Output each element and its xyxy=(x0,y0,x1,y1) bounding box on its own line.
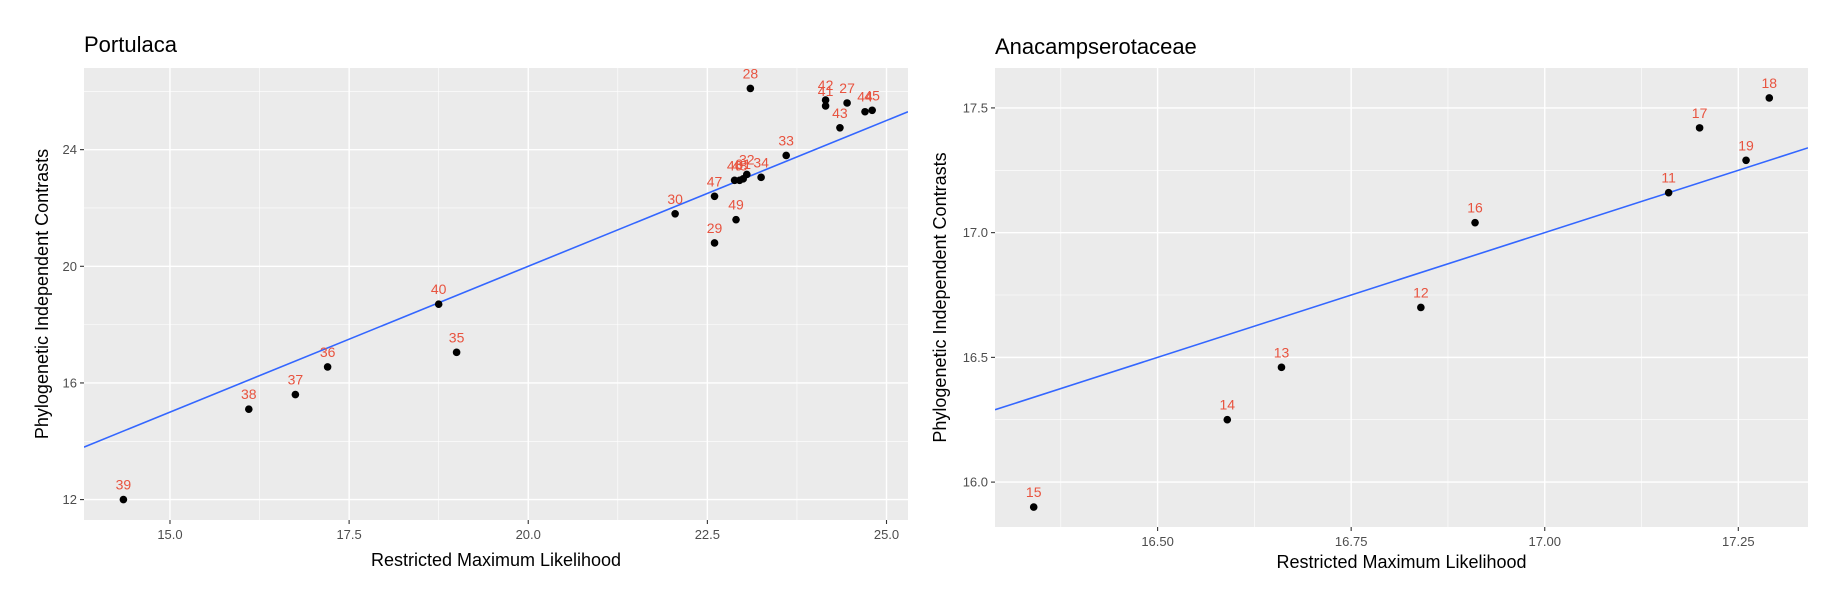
data-point-44 xyxy=(861,107,869,116)
y-axis-title: Phylogenetic Independent Contrasts xyxy=(930,152,950,442)
point-label-34: 34 xyxy=(753,154,769,170)
plot-marks xyxy=(84,84,908,504)
y-axis-title: Phylogenetic Independent Contrasts xyxy=(32,149,52,439)
y-tick-label: 12 xyxy=(63,492,77,507)
point-label-13: 13 xyxy=(1274,344,1290,360)
data-point-30 xyxy=(671,210,679,218)
point-label-40: 40 xyxy=(431,281,447,297)
data-point-12 xyxy=(1417,303,1425,312)
point-label-33: 33 xyxy=(778,132,794,148)
data-point-35 xyxy=(452,348,461,357)
x-tick-label: 15.0 xyxy=(157,527,182,542)
y-tick-label: 20 xyxy=(63,259,77,274)
data-point-28 xyxy=(746,84,755,93)
point-label-18: 18 xyxy=(1761,75,1777,91)
data-point-14 xyxy=(1223,415,1232,424)
data-point-32 xyxy=(742,170,751,179)
x-tick-label: 17.5 xyxy=(336,527,361,542)
point-label-27: 27 xyxy=(839,80,855,96)
x-tick-label: 16.50 xyxy=(1141,534,1174,549)
data-point-11 xyxy=(1664,188,1673,197)
point-label-48: 48 xyxy=(732,157,748,173)
gridlines xyxy=(84,68,908,520)
x-tick-label: 22.5 xyxy=(695,527,720,542)
x-tick-label: 20.0 xyxy=(516,527,541,542)
x-axis-title: Restricted Maximum Likelihood xyxy=(1276,552,1526,572)
point-label-17: 17 xyxy=(1692,105,1708,121)
point-label-14: 14 xyxy=(1219,397,1235,413)
data-point-38 xyxy=(245,405,253,413)
point-label-44: 44 xyxy=(857,89,873,105)
y-tick-label: 24 xyxy=(63,142,77,157)
data-point-49 xyxy=(732,215,740,224)
panel-anacampserotaceae: 16.50 16.75 17.00 17.25 16.0 16.5 17.0 17.5 Anac… xyxy=(930,34,1808,572)
point-label-39: 39 xyxy=(116,477,132,493)
panel-portulaca: 15.0 17.5 20.0 22.5 25.0 12 16 20 24 Portulaca Res… xyxy=(32,32,908,570)
point-label-37: 37 xyxy=(288,372,304,388)
fit-line xyxy=(84,111,908,448)
data-point-45 xyxy=(868,106,876,115)
data-point-34 xyxy=(757,173,765,182)
point-label-35: 35 xyxy=(449,329,465,345)
y-tick-label: 17.0 xyxy=(963,225,988,240)
chart-title: Portulaca xyxy=(84,32,178,57)
fit-line xyxy=(995,147,1808,411)
plot-panel xyxy=(995,68,1808,527)
gridlines xyxy=(995,68,1808,527)
point-label-15: 15 xyxy=(1026,484,1042,500)
data-point-29 xyxy=(710,239,719,247)
data-point-16 xyxy=(1471,218,1479,227)
point-label-43: 43 xyxy=(832,105,848,121)
point-label-41: 41 xyxy=(818,83,834,99)
data-point-13 xyxy=(1277,363,1286,372)
data-point-41 xyxy=(821,102,830,110)
data-point-36 xyxy=(323,363,332,371)
data-point-27 xyxy=(843,99,851,107)
plot-panel xyxy=(84,68,908,520)
point-label-31: 31 xyxy=(735,156,751,172)
chart-title: Anacampserotaceae xyxy=(995,34,1197,59)
data-point-40 xyxy=(434,300,443,309)
axes: 15.0 17.5 20.0 22.5 25.0 12 16 20 24 xyxy=(63,142,900,542)
point-label-47: 47 xyxy=(707,173,723,189)
point-label-49: 49 xyxy=(728,197,744,213)
data-point-43 xyxy=(836,123,844,132)
y-tick-label: 16 xyxy=(63,375,77,390)
point-label-42: 42 xyxy=(818,77,834,93)
point-label-36: 36 xyxy=(320,344,336,360)
point-label-12: 12 xyxy=(1413,284,1429,300)
x-tick-label: 17.25 xyxy=(1722,534,1755,549)
x-tick-label: 16.75 xyxy=(1335,534,1368,549)
point-label-16: 16 xyxy=(1467,200,1483,216)
y-tick-label: 17.5 xyxy=(963,100,988,115)
y-tick-label: 16.5 xyxy=(963,350,988,365)
x-tick-label: 25.0 xyxy=(874,527,899,542)
data-point-18 xyxy=(1765,94,1774,102)
x-tick-label: 17.00 xyxy=(1528,534,1561,549)
data-point-19 xyxy=(1742,156,1750,165)
data-point-39 xyxy=(119,495,128,504)
point-label-11: 11 xyxy=(1661,170,1676,186)
point-label-45: 45 xyxy=(864,87,880,103)
x-axis-title: Restricted Maximum Likelihood xyxy=(371,550,621,570)
data-point-47 xyxy=(710,192,719,201)
plot-marks xyxy=(995,94,1808,511)
point-label-30: 30 xyxy=(667,191,683,207)
point-label-28: 28 xyxy=(743,65,759,81)
data-point-15 xyxy=(1029,503,1038,511)
data-point-33 xyxy=(782,151,790,160)
point-label-19: 19 xyxy=(1738,137,1754,153)
point-label-38: 38 xyxy=(241,386,257,402)
y-tick-label: 16.0 xyxy=(963,475,988,490)
point-label-46: 46 xyxy=(727,157,743,173)
data-point-17 xyxy=(1695,124,1704,132)
data-point-37 xyxy=(291,390,300,399)
point-label-29: 29 xyxy=(707,220,723,236)
data-point-42 xyxy=(821,96,830,104)
axes: 16.50 16.75 17.00 17.25 16.0 16.5 17.0 17.5 xyxy=(963,100,1755,549)
point-label-32: 32 xyxy=(739,151,755,167)
